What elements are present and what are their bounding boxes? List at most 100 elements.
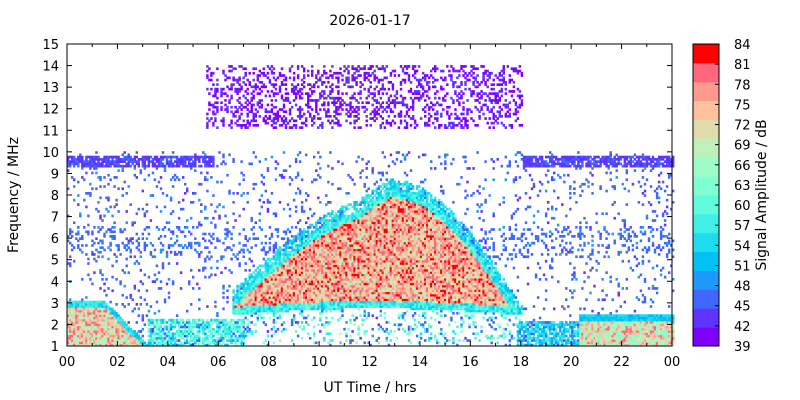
heatmap-cell bbox=[307, 83, 310, 86]
heatmap-cell bbox=[303, 278, 306, 281]
heatmap-cell bbox=[262, 117, 266, 120]
heatmap-cell bbox=[236, 330, 239, 333]
heatmap-cell bbox=[244, 282, 247, 286]
heatmap-cell bbox=[343, 205, 346, 209]
heatmap-cell bbox=[101, 239, 104, 243]
heatmap-cell bbox=[252, 232, 255, 236]
heatmap-cell bbox=[325, 226, 328, 229]
heatmap-cell bbox=[327, 119, 330, 123]
heatmap-cell bbox=[89, 155, 92, 159]
heatmap-cell bbox=[329, 298, 332, 302]
heatmap-cell bbox=[234, 219, 237, 222]
heatmap-cell bbox=[296, 293, 300, 297]
heatmap-cell bbox=[309, 99, 312, 102]
heatmap-cell bbox=[119, 325, 122, 329]
heatmap-cell bbox=[347, 216, 350, 220]
heatmap-cell bbox=[331, 223, 334, 227]
heatmap-cell bbox=[99, 343, 102, 347]
heatmap-cell bbox=[270, 289, 274, 293]
heatmap-cell bbox=[141, 316, 145, 320]
heatmap-cell bbox=[274, 330, 278, 333]
heatmap-cell bbox=[262, 309, 266, 313]
heatmap-cell bbox=[327, 248, 330, 252]
heatmap-cell bbox=[85, 314, 88, 317]
heatmap-cell bbox=[139, 343, 143, 347]
heatmap-cell bbox=[331, 287, 334, 290]
heatmap-cell bbox=[274, 262, 278, 265]
heatmap-cell bbox=[99, 318, 102, 322]
heatmap-cell bbox=[105, 158, 108, 161]
heatmap-cell bbox=[276, 287, 280, 290]
heatmap-cell bbox=[313, 307, 316, 311]
heatmap-cell bbox=[236, 119, 239, 123]
heatmap-cell bbox=[93, 321, 96, 324]
heatmap-cell bbox=[190, 246, 193, 249]
heatmap-cell bbox=[337, 216, 340, 220]
heatmap-cell bbox=[216, 323, 219, 327]
heatmap-cell bbox=[188, 341, 191, 345]
heatmap-cell bbox=[121, 230, 124, 234]
heatmap-cell bbox=[97, 307, 100, 311]
heatmap-cell bbox=[272, 67, 276, 71]
heatmap-cell bbox=[351, 105, 354, 109]
heatmap-cell bbox=[232, 244, 235, 247]
heatmap-cell bbox=[188, 321, 191, 324]
heatmap-cell bbox=[294, 237, 298, 240]
heatmap-cell bbox=[147, 173, 151, 177]
heatmap-cell bbox=[276, 117, 280, 120]
heatmap-cell bbox=[210, 323, 213, 327]
heatmap-cell bbox=[101, 314, 104, 317]
heatmap-cell bbox=[341, 92, 344, 95]
heatmap-cell bbox=[143, 178, 147, 182]
heatmap-cell bbox=[167, 262, 171, 265]
heatmap-cell bbox=[246, 287, 249, 290]
heatmap-cell bbox=[357, 269, 360, 272]
heatmap-cell bbox=[313, 178, 316, 182]
heatmap-cell bbox=[349, 214, 352, 218]
heatmap-cell bbox=[171, 232, 175, 236]
heatmap-cell bbox=[298, 298, 302, 302]
heatmap-cell bbox=[294, 291, 298, 295]
heatmap-cell bbox=[212, 327, 215, 331]
heatmap-cell bbox=[226, 230, 229, 234]
heatmap-cell bbox=[323, 257, 326, 261]
heatmap-cell bbox=[77, 325, 80, 329]
heatmap-cell bbox=[296, 153, 300, 157]
heatmap-cell bbox=[226, 110, 229, 114]
heatmap-cell bbox=[95, 248, 98, 252]
heatmap-cell bbox=[349, 284, 352, 288]
heatmap-cell bbox=[115, 343, 118, 347]
heatmap-cell bbox=[329, 321, 332, 324]
heatmap-cell bbox=[357, 214, 360, 218]
heatmap-cell bbox=[246, 239, 249, 243]
heatmap-cell bbox=[303, 266, 306, 270]
heatmap-cell bbox=[337, 264, 340, 268]
heatmap-cell bbox=[272, 287, 276, 290]
heatmap-cell bbox=[335, 255, 338, 259]
heatmap-cell bbox=[345, 235, 348, 238]
heatmap-cell bbox=[206, 65, 209, 68]
heatmap-cell bbox=[81, 300, 84, 304]
heatmap-cell bbox=[202, 332, 205, 336]
heatmap-cell bbox=[300, 327, 304, 331]
heatmap-cell bbox=[303, 271, 306, 274]
heatmap-cell bbox=[319, 287, 322, 290]
heatmap-cell bbox=[349, 253, 352, 256]
heatmap-cell bbox=[298, 219, 302, 222]
heatmap-cell bbox=[115, 321, 118, 324]
heatmap-cell bbox=[341, 232, 344, 236]
heatmap-cell bbox=[79, 305, 82, 308]
heatmap-cell bbox=[147, 339, 151, 342]
heatmap-cell bbox=[359, 210, 362, 213]
heatmap-cell bbox=[147, 330, 151, 333]
heatmap-cell bbox=[119, 158, 122, 161]
heatmap-cell bbox=[282, 296, 286, 299]
heatmap-cell bbox=[341, 250, 344, 254]
heatmap-cell bbox=[296, 271, 300, 274]
heatmap-cell bbox=[103, 300, 106, 304]
heatmap-cell bbox=[222, 69, 225, 73]
heatmap-cell bbox=[311, 253, 314, 256]
heatmap-cell bbox=[246, 99, 249, 102]
heatmap-cell bbox=[240, 303, 243, 306]
heatmap-cell bbox=[266, 343, 270, 347]
